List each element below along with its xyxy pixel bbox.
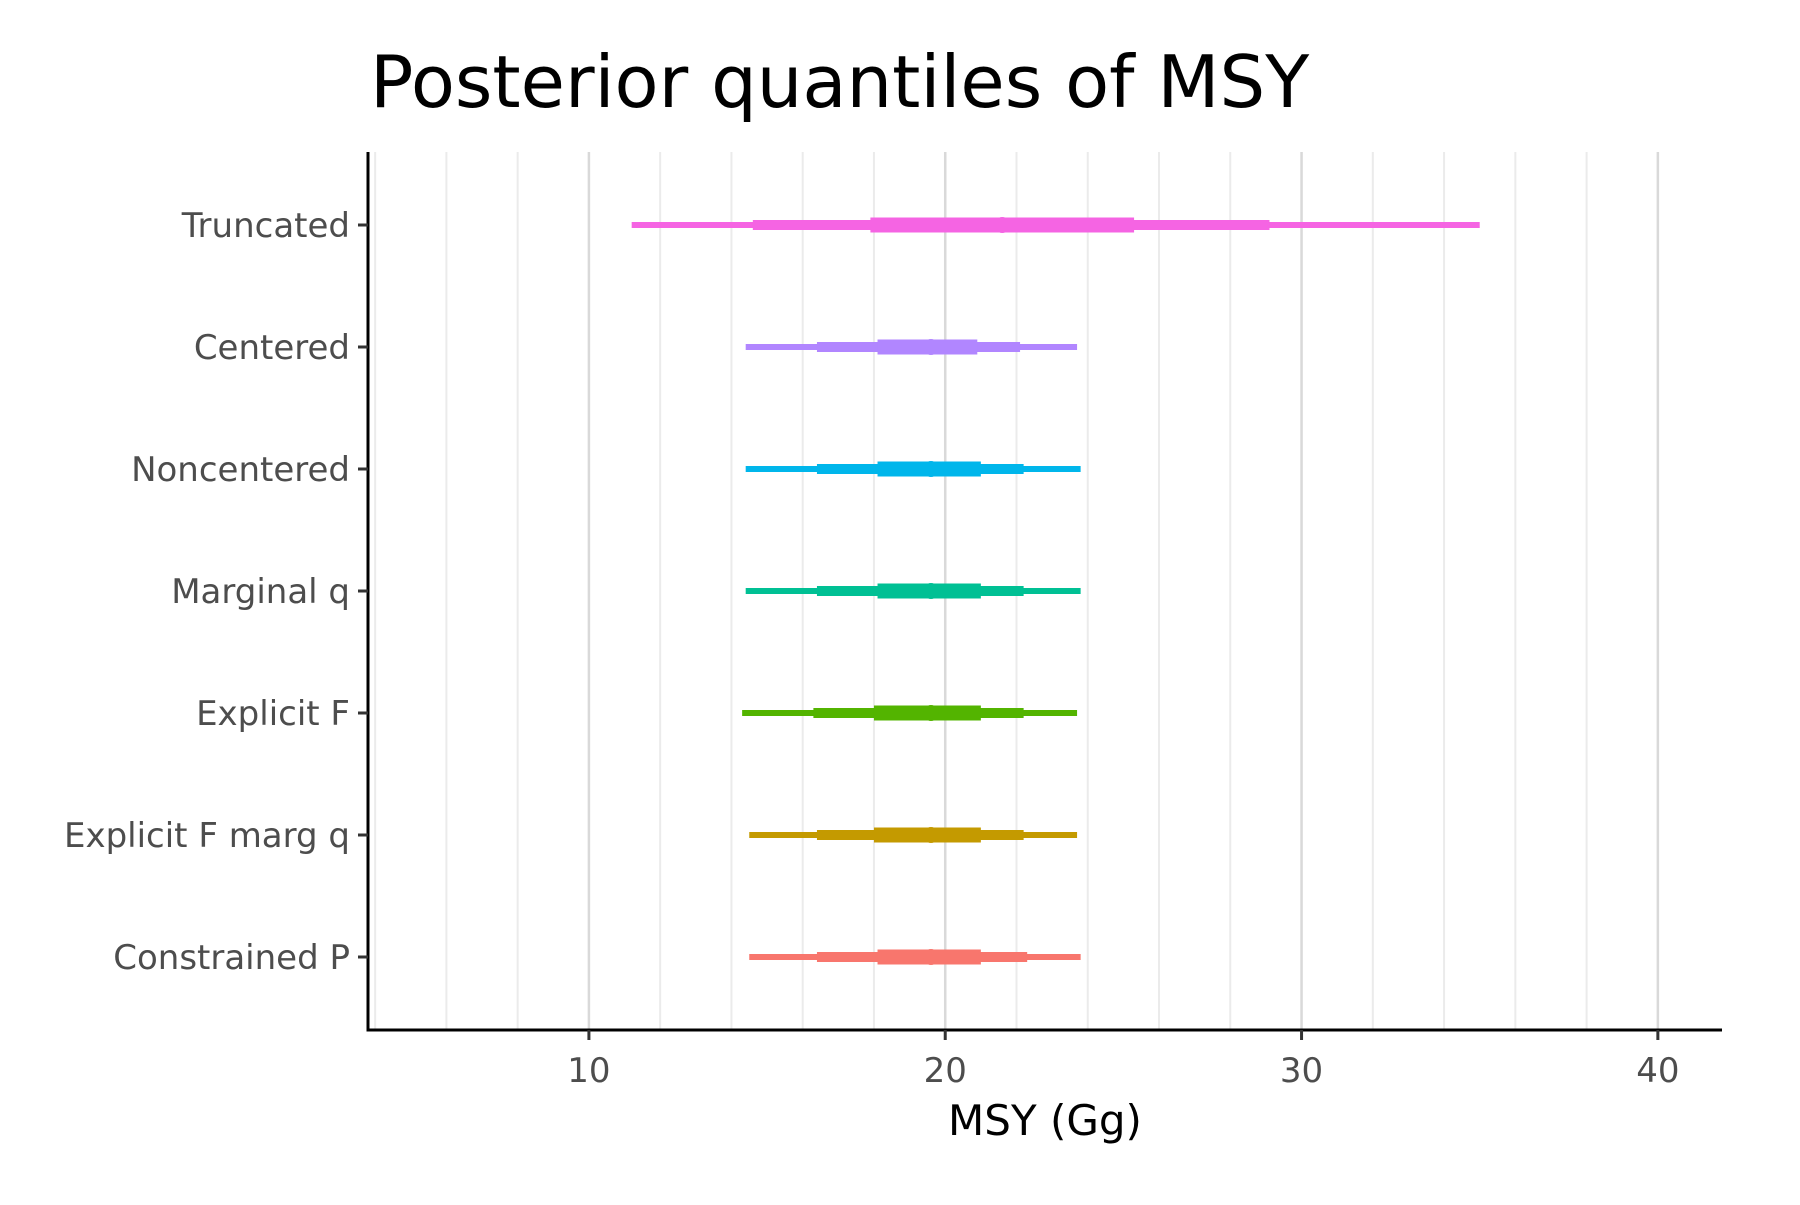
interval-explicit-f [742,705,1078,721]
category-label: Constrained P [113,938,350,978]
category-label: Centered [194,328,350,368]
x-axis-title: MSY (Gg) [948,1096,1142,1145]
median-point [922,827,939,843]
x-tick-label: 40 [1636,1051,1679,1091]
median-point [922,461,939,477]
x-tick-label: 30 [1280,1051,1323,1091]
interval-marginal-q [745,583,1081,599]
category-label: Explicit F marg q [64,816,350,856]
category-label: Noncentered [131,450,350,490]
intervals [631,217,1480,965]
category-label: Explicit F [196,694,350,734]
median-point [922,949,939,965]
category-label: Marginal q [171,572,350,612]
chart-title: Posterior quantiles of MSY [370,40,1310,124]
category-label: Truncated [181,206,350,246]
median-point [922,583,939,599]
x-tick-label: 10 [567,1051,610,1091]
interval-centered [745,339,1078,355]
interval-explicit-f-marg-q [749,827,1078,843]
median-point [922,339,939,355]
labels: 10 20 30 40 Truncated Centered Noncentered Marg… [64,206,1680,1091]
x-tick-label: 20 [924,1051,967,1091]
interval-noncentered [745,461,1081,477]
median-point [922,705,939,721]
median-point [994,217,1011,233]
interval-constrained-p [749,949,1081,965]
interval-truncated [631,217,1480,233]
